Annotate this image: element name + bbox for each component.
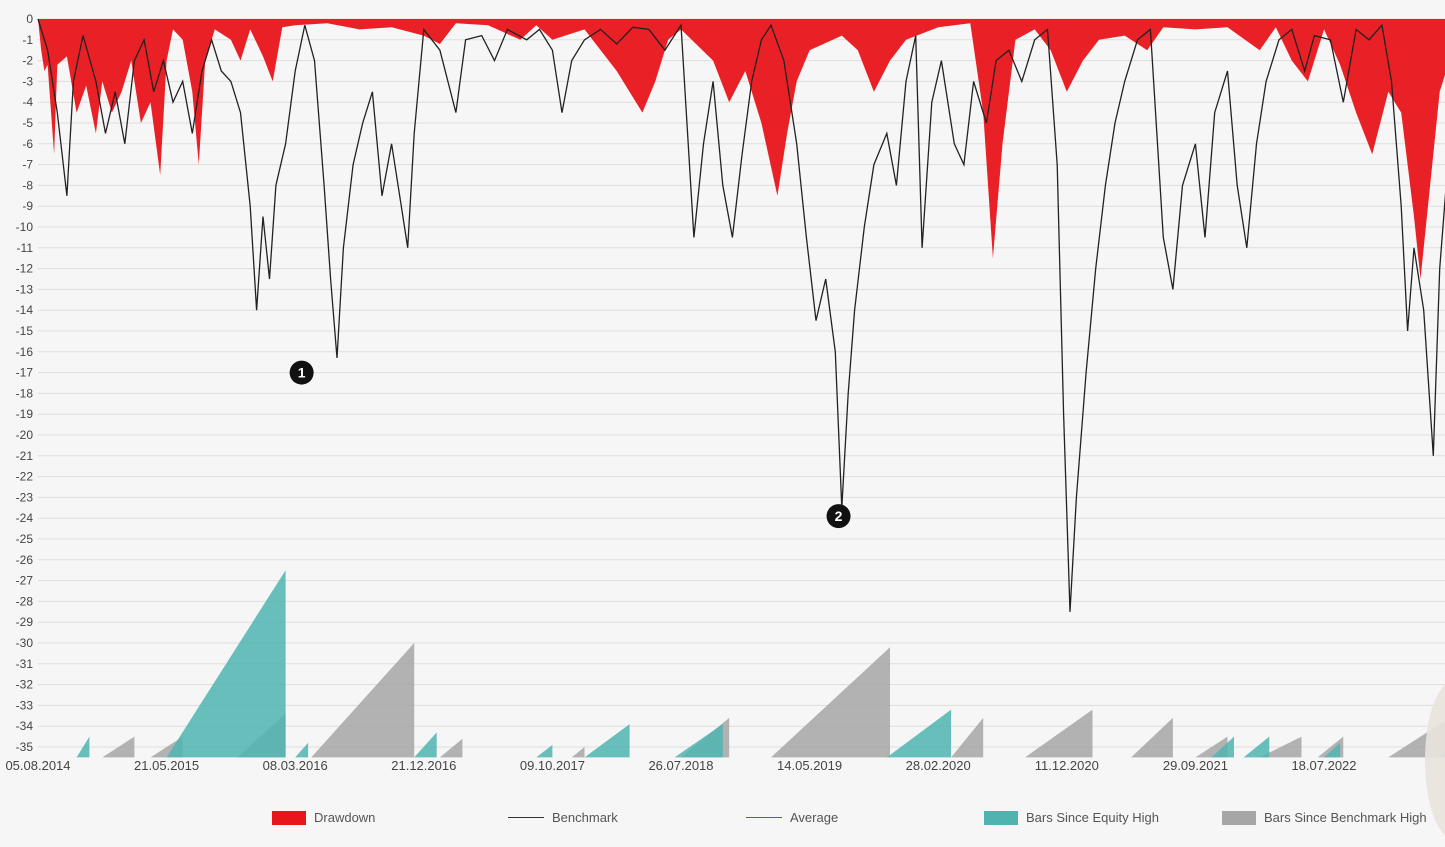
- y-tick-label: -33: [16, 698, 34, 712]
- y-tick-label: 0: [26, 12, 33, 26]
- corner-overlay: [1425, 680, 1445, 840]
- legend-label-drawdown: Drawdown: [314, 810, 376, 825]
- x-tick-label: 05.08.2014: [5, 758, 70, 773]
- y-tick-label: -11: [17, 241, 34, 255]
- y-tick-label: -17: [16, 366, 34, 380]
- y-tick-label: -34: [16, 719, 34, 733]
- y-tick-label: -27: [16, 574, 34, 588]
- y-tick-label: -20: [16, 428, 34, 442]
- y-tick-label: -24: [16, 511, 34, 525]
- y-tick-label: -23: [16, 490, 34, 504]
- legend-swatch-average: [746, 817, 782, 818]
- annotations: 12: [289, 360, 851, 529]
- y-tick-label: -25: [16, 532, 34, 546]
- benchmark-series: [37, 18, 1445, 612]
- x-tick-label: 21.12.2016: [391, 758, 456, 773]
- legend-item-bars-since-benchmark-high[interactable]: Bars Since Benchmark High: [1222, 810, 1427, 825]
- drawdown-series: [38, 19, 1445, 279]
- legend-label-benchmark: Benchmark: [552, 810, 618, 825]
- y-tick-label: -19: [16, 407, 34, 421]
- y-tick-label: -15: [16, 324, 34, 338]
- y-tick-label: -35: [16, 740, 34, 754]
- legend-item-average[interactable]: Average: [746, 810, 838, 825]
- y-tick-label: -6: [22, 137, 33, 151]
- legend-item-benchmark[interactable]: Benchmark: [508, 810, 618, 825]
- x-tick-label: 18.07.2022: [1291, 758, 1356, 773]
- x-tick-label: 26.07.2018: [648, 758, 713, 773]
- y-tick-label: -26: [16, 553, 34, 567]
- chart-legend: Drawdown Benchmark Average Bars Since Eq…: [0, 808, 1445, 832]
- x-tick-label: 28.02.2020: [906, 758, 971, 773]
- y-tick-label: -9: [22, 199, 33, 213]
- grid-lines: [38, 18, 1445, 748]
- bars-since-equity-high-area: [76, 570, 1445, 758]
- legend-swatch-drawdown: [272, 810, 306, 825]
- legend-swatch-bars-since-equity-high: [984, 810, 1018, 825]
- y-tick-label: -30: [16, 636, 34, 650]
- y-tick-label: -31: [16, 657, 34, 671]
- bars-since-equity-high-series: [76, 570, 1445, 758]
- y-tick-label: -29: [16, 615, 34, 629]
- annotation-label: 2: [835, 508, 843, 524]
- x-tick-label: 11.12.2020: [1035, 758, 1099, 773]
- annotation-label: 1: [298, 365, 306, 381]
- x-tick-label: 14.05.2019: [777, 758, 842, 773]
- bars-since-benchmark-high-series: [102, 643, 1445, 758]
- x-tick-label: 21.05.2015: [134, 758, 199, 773]
- benchmark-line: [37, 18, 1445, 612]
- y-tick-label: -16: [16, 345, 34, 359]
- legend-item-bars-since-equity-high[interactable]: Bars Since Equity High: [984, 810, 1159, 825]
- y-tick-label: -7: [22, 158, 33, 172]
- y-tick-label: -2: [22, 54, 33, 68]
- y-tick-label: -10: [16, 220, 34, 234]
- y-tick-label: -13: [16, 282, 34, 296]
- legend-label-bars-since-equity-high: Bars Since Equity High: [1026, 810, 1159, 825]
- annotation-marker: [826, 504, 851, 529]
- y-tick-label: -28: [16, 594, 34, 608]
- x-tick-label: 09.10.2017: [520, 758, 585, 773]
- y-tick-label: -18: [16, 386, 34, 400]
- legend-label-average: Average: [790, 810, 839, 825]
- bars-since-benchmark-high-area: [102, 643, 1445, 758]
- y-tick-label: -12: [16, 262, 34, 276]
- x-tick-label: 29.09.2021: [1163, 758, 1228, 773]
- y-tick-label: -22: [16, 470, 34, 484]
- y-tick-label: -5: [22, 116, 33, 130]
- legend-item-drawdown[interactable]: Drawdown: [272, 810, 375, 825]
- y-tick-label: -3: [22, 74, 33, 88]
- x-axis: 05.08.2014 21.05.2015 08.03.2016 21.12.2016…: [5, 758, 1356, 773]
- legend-swatch-bars-since-benchmark-high: [1222, 810, 1256, 825]
- y-tick-label: -14: [16, 303, 34, 317]
- y-tick-label: -8: [22, 178, 33, 192]
- y-axis: 0 -1 -2 -3 -4 -5 -6 -7 -8 -9 -10 -11 -12 -13 -14 -15 -16…: [16, 12, 34, 754]
- y-tick-label: -21: [16, 449, 34, 463]
- y-tick-label: -1: [22, 33, 33, 47]
- y-tick-label: -32: [16, 678, 34, 692]
- drawdown-area: [38, 19, 1445, 279]
- y-tick-label: -4: [22, 95, 33, 109]
- legend-swatch-benchmark: [508, 817, 544, 818]
- legend-label-bars-since-benchmark-high: Bars Since Benchmark High: [1264, 810, 1427, 825]
- annotation-marker: [289, 360, 314, 385]
- x-tick-label: 08.03.2016: [263, 758, 328, 773]
